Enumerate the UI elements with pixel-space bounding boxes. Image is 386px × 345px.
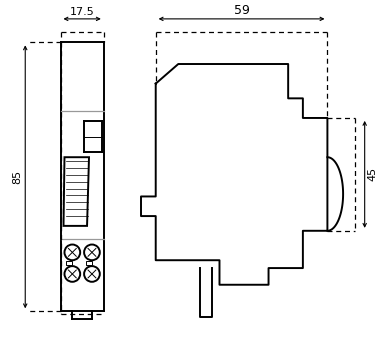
Text: 85: 85 [12, 170, 22, 184]
Polygon shape [66, 261, 72, 265]
Text: 45: 45 [367, 167, 378, 181]
Polygon shape [141, 64, 327, 285]
Polygon shape [64, 157, 89, 226]
Circle shape [84, 245, 100, 260]
Circle shape [84, 266, 100, 282]
Circle shape [64, 266, 80, 282]
Polygon shape [86, 261, 92, 265]
Text: 59: 59 [234, 4, 249, 17]
Text: 17.5: 17.5 [70, 7, 95, 17]
Circle shape [64, 245, 80, 260]
